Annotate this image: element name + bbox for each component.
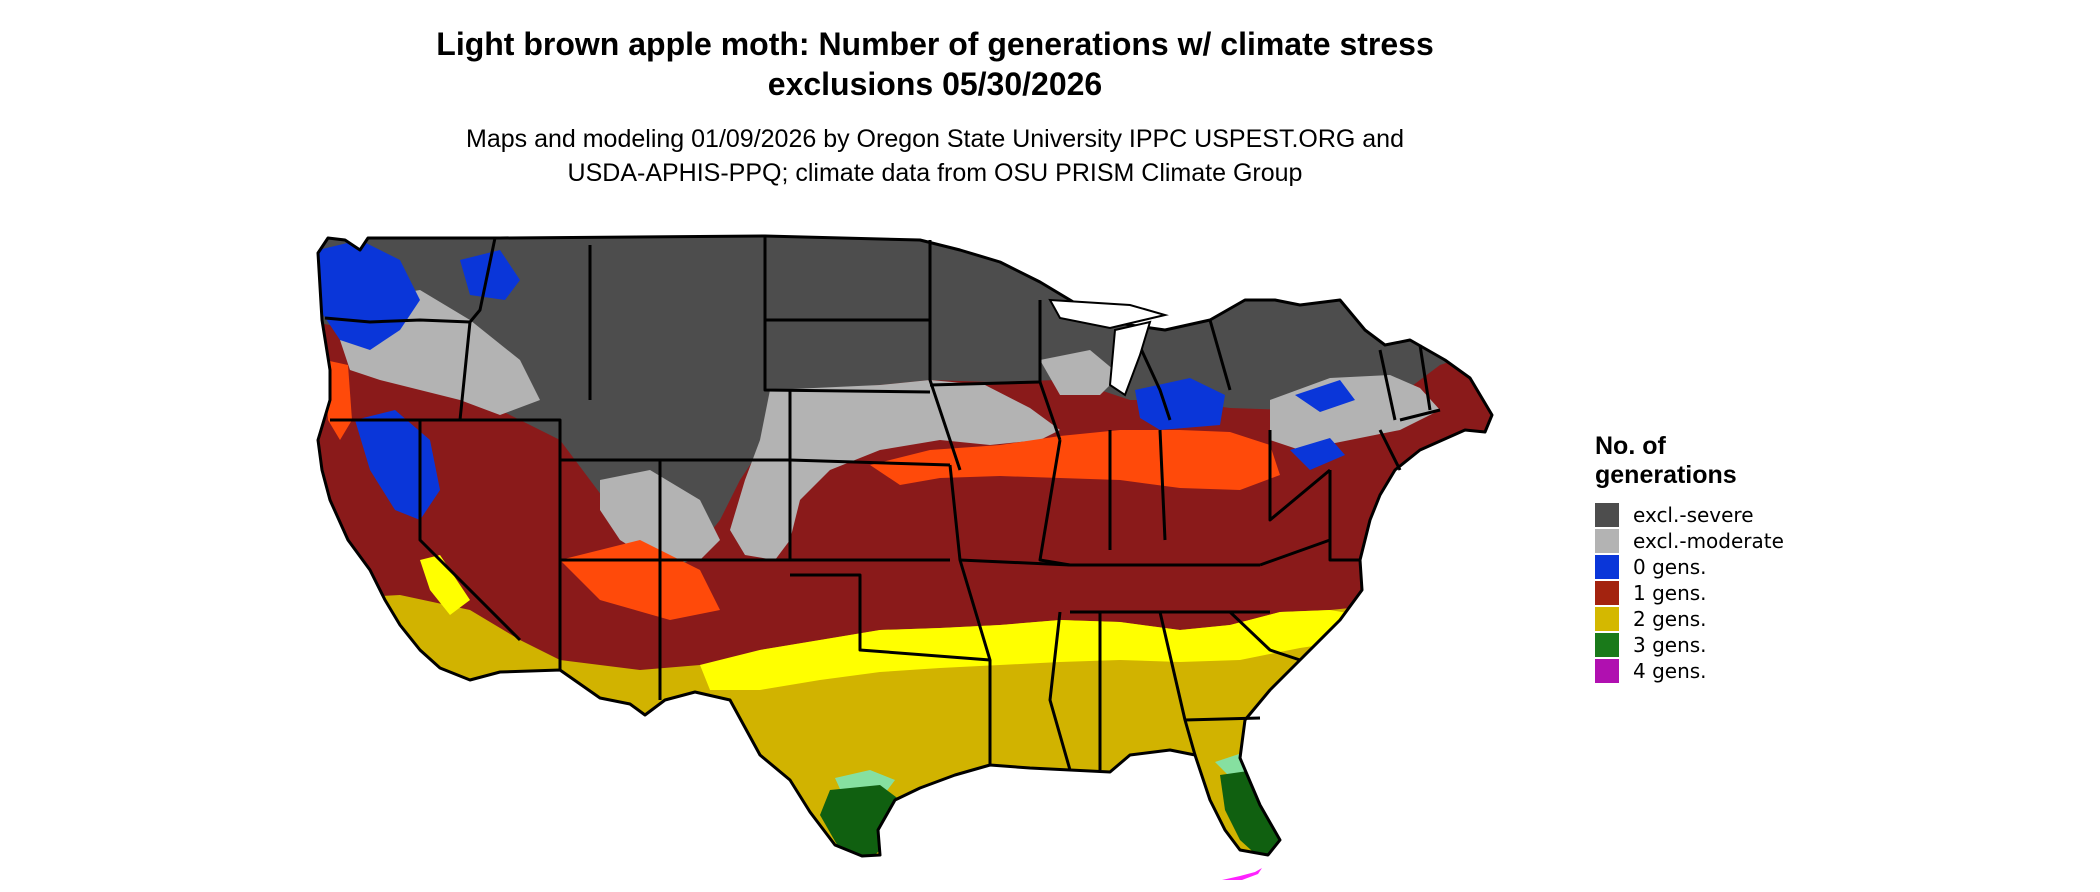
region-excl-moderate-plains: [730, 380, 1060, 560]
region-excl-moderate-greatlakes: [1040, 350, 1120, 395]
lake-superior: [1048, 298, 1169, 330]
legend-item: excl.-moderate: [1595, 528, 1784, 554]
legend-items: excl.-severe excl.-moderate 0 gens. 1 gens.…: [1595, 502, 1784, 684]
region-0gens-newyork: [1295, 380, 1355, 412]
title-line-1: Light brown apple moth: Number of genera…: [436, 26, 1434, 62]
us-generations-map: [316, 234, 1494, 880]
region-0gens-michigan: [1135, 378, 1225, 430]
legend-label: 3 gens.: [1633, 633, 1707, 657]
legend-title-line-1: No. of: [1595, 432, 1666, 460]
legend-title: No. of generations: [1595, 432, 1784, 490]
legend-label: 1 gens.: [1633, 581, 1707, 605]
region-0gens-appalachia: [1290, 438, 1345, 470]
legend-swatch: [1595, 659, 1619, 683]
legend-item: 4 gens.: [1595, 658, 1784, 684]
map-title: Light brown apple moth: Number of genera…: [0, 24, 1870, 104]
legend-title-line-2: generations: [1595, 461, 1737, 489]
lake-michigan: [1108, 320, 1152, 397]
legend-swatch: [1595, 633, 1619, 657]
subtitle-line-1: Maps and modeling 01/09/2026 by Oregon S…: [466, 125, 1404, 153]
legend-item: 3 gens.: [1595, 632, 1784, 658]
region-1gens-orange-band: [870, 430, 1280, 490]
legend-label: 4 gens.: [1633, 659, 1707, 683]
legend: No. of generations excl.-severe excl.-mod…: [1595, 432, 1784, 684]
legend-swatch: [1595, 581, 1619, 605]
region-3gens-florida: [1220, 770, 1282, 856]
region-4gens-keys: [1222, 868, 1262, 880]
region-2gens-bright-edge: [700, 610, 1360, 690]
legend-item: excl.-severe: [1595, 502, 1784, 528]
map-subtitle: Maps and modeling 01/09/2026 by Oregon S…: [0, 122, 1870, 190]
subtitle-line-2: USDA-APHIS-PPQ; climate data from OSU PR…: [567, 159, 1303, 187]
state-borders: [324, 236, 1441, 771]
region-2gens-california: [420, 555, 470, 615]
title-line-2: exclusions 05/30/2026: [767, 66, 1103, 102]
legend-swatch: [1595, 607, 1619, 631]
legend-item: 1 gens.: [1595, 580, 1784, 606]
country-outline: [316, 234, 1494, 858]
legend-swatch: [1595, 555, 1619, 579]
legend-item: 2 gens.: [1595, 606, 1784, 632]
region-0gens-idaho: [460, 250, 520, 300]
legend-swatch: [1595, 529, 1619, 553]
legend-label: excl.-severe: [1633, 503, 1754, 527]
legend-label: 2 gens.: [1633, 607, 1707, 631]
legend-item: 0 gens.: [1595, 554, 1784, 580]
region-3gens-texas: [820, 785, 900, 856]
legend-label: 0 gens.: [1633, 555, 1707, 579]
legend-label: excl.-moderate: [1633, 529, 1784, 553]
legend-swatch: [1595, 503, 1619, 527]
